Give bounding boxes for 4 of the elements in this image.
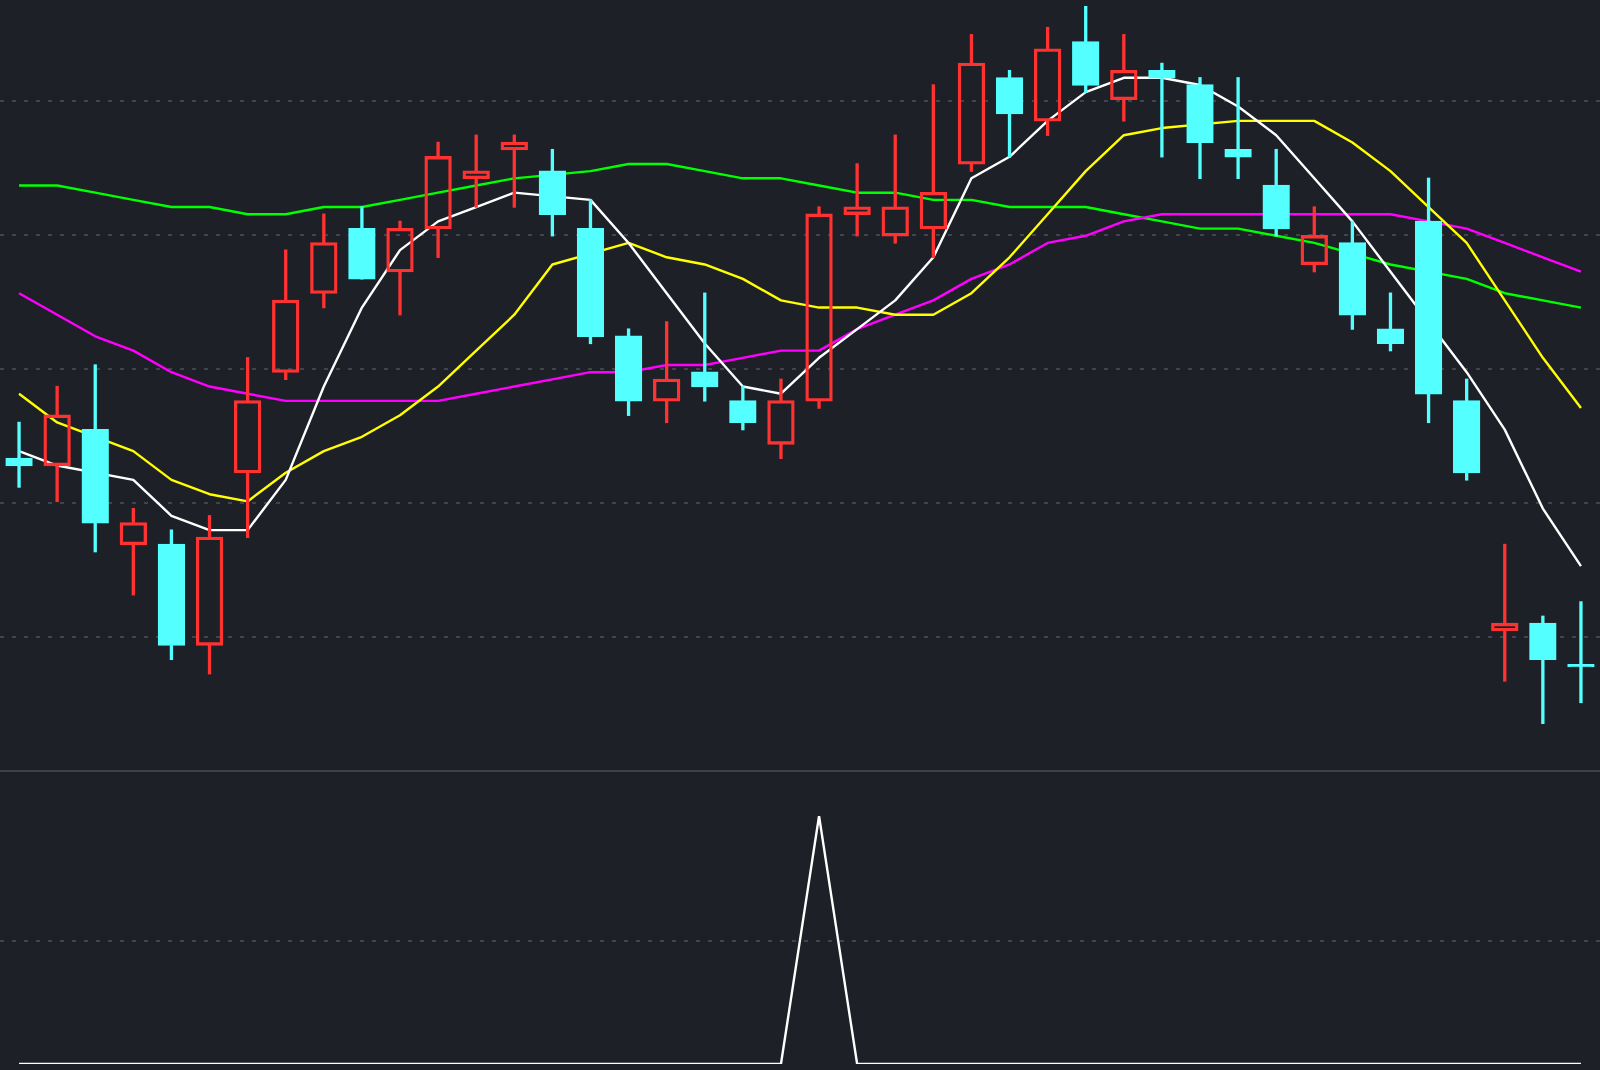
candlestick [5, 421, 33, 488]
candlestick [1148, 62, 1176, 158]
candlestick [1224, 77, 1252, 179]
candlestick [1186, 77, 1214, 179]
